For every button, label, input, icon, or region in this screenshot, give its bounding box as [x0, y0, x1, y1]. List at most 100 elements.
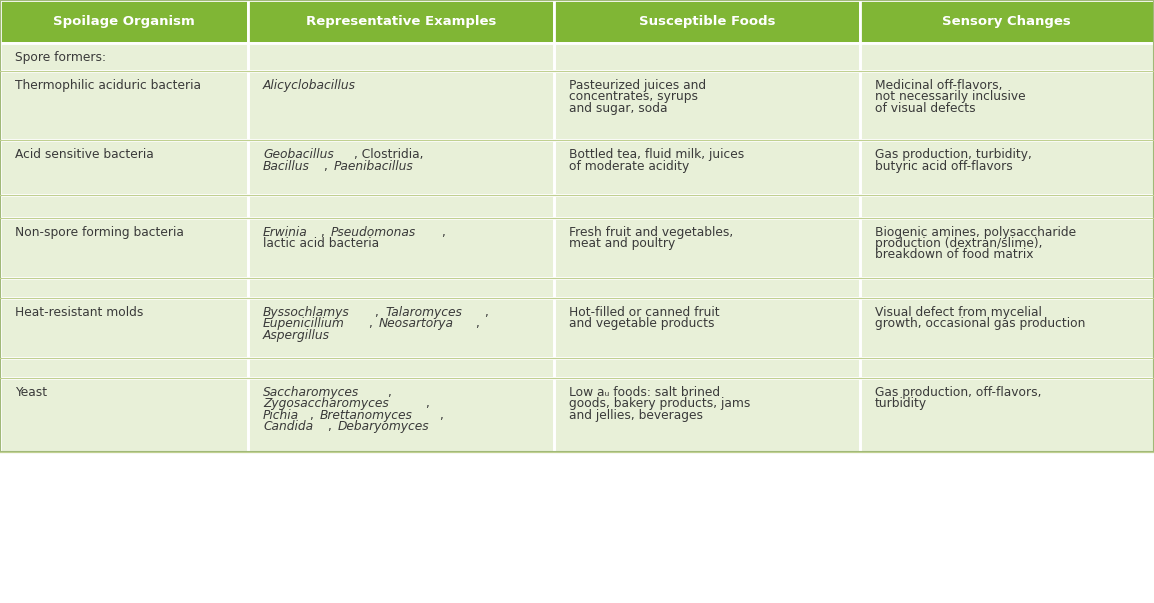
Text: concentrates, syrups: concentrates, syrups [569, 90, 698, 104]
Bar [0, 218, 248, 278]
Bar [860, 43, 1154, 71]
Bar [860, 71, 1154, 140]
Text: Aspergillus: Aspergillus [263, 329, 330, 342]
Text: Pichia: Pichia [263, 409, 299, 422]
Bar [0, 278, 248, 298]
Bar [860, 195, 1154, 218]
Text: goods, bakery products, jams: goods, bakery products, jams [569, 397, 750, 411]
Text: Eupenicillium: Eupenicillium [263, 317, 345, 330]
Bar [248, 140, 554, 195]
Text: Heat-resistant molds: Heat-resistant molds [15, 306, 143, 319]
Text: Hot-filled or canned fruit: Hot-filled or canned fruit [569, 306, 720, 319]
Text: Medicinal off-flavors,: Medicinal off-flavors, [875, 79, 1002, 92]
Bar [554, 358, 860, 378]
Bar [0, 358, 248, 378]
Text: turbidity: turbidity [875, 397, 927, 411]
Text: and jellies, beverages: and jellies, beverages [569, 409, 703, 422]
Text: Debaryomyces: Debaryomyces [338, 420, 429, 434]
Bar [0, 43, 248, 71]
Text: Thermophilic aciduric bacteria: Thermophilic aciduric bacteria [15, 79, 201, 92]
Text: Bacillus: Bacillus [263, 160, 310, 173]
Text: Fresh fruit and vegetables,: Fresh fruit and vegetables, [569, 226, 733, 239]
Bar [0, 298, 1154, 358]
Text: Low aᵤ foods: salt brined: Low aᵤ foods: salt brined [569, 386, 720, 399]
Text: and sugar, soda: and sugar, soda [569, 102, 667, 115]
Text: Zygosaccharomyces: Zygosaccharomyces [263, 397, 389, 411]
Text: ,: , [441, 226, 444, 239]
Text: Gas production, off-flavors,: Gas production, off-flavors, [875, 386, 1041, 399]
Bar [0, 298, 248, 358]
Text: Brettanomyces: Brettanomyces [320, 409, 413, 422]
Bar [860, 298, 1154, 358]
Text: Erwinia: Erwinia [263, 226, 308, 239]
Bar [0, 43, 1154, 71]
Bar [860, 378, 1154, 452]
Bar [0, 140, 248, 195]
Bar [0, 378, 248, 452]
Text: of visual defects: of visual defects [875, 102, 975, 115]
Text: of moderate acidity: of moderate acidity [569, 160, 689, 173]
Text: ,: , [323, 160, 331, 173]
Bar [248, 358, 554, 378]
Bar [860, 0, 1154, 43]
Bar [860, 218, 1154, 278]
Bar [554, 0, 860, 43]
Bar [860, 358, 1154, 378]
Bar [554, 298, 860, 358]
Bar [860, 278, 1154, 298]
Text: Sensory Changes: Sensory Changes [943, 15, 1071, 28]
Bar [554, 218, 860, 278]
Text: Paenibacillus: Paenibacillus [334, 160, 413, 173]
Text: Non-spore forming bacteria: Non-spore forming bacteria [15, 226, 183, 239]
Text: Candida: Candida [263, 420, 313, 434]
Bar [0, 71, 248, 140]
Text: breakdown of food matrix: breakdown of food matrix [875, 248, 1033, 262]
Bar [554, 278, 860, 298]
Text: Saccharomyces: Saccharomyces [263, 386, 359, 399]
Text: ,: , [426, 397, 429, 411]
Bar [248, 43, 554, 71]
Text: growth, occasional gas production: growth, occasional gas production [875, 317, 1085, 330]
Bar [0, 278, 1154, 298]
Text: Pasteurized juices and: Pasteurized juices and [569, 79, 706, 92]
Bar [554, 140, 860, 195]
Bar [0, 218, 1154, 278]
Bar [554, 71, 860, 140]
Text: ,: , [388, 386, 391, 399]
Text: ,: , [309, 409, 317, 422]
Bar [0, 378, 1154, 452]
Text: butyric acid off-flavors: butyric acid off-flavors [875, 160, 1012, 173]
Bar [0, 71, 1154, 140]
Text: Neosartorya: Neosartorya [379, 317, 454, 330]
Bar [248, 71, 554, 140]
Text: Gas production, turbidity,: Gas production, turbidity, [875, 148, 1032, 162]
Text: ,: , [440, 409, 443, 422]
Text: ,: , [368, 317, 376, 330]
Text: Alicyclobacillus: Alicyclobacillus [263, 79, 357, 92]
Text: meat and poultry: meat and poultry [569, 237, 675, 250]
Text: Visual defect from mycelial: Visual defect from mycelial [875, 306, 1042, 319]
Text: Spore formers:: Spore formers: [15, 51, 106, 65]
Bar [0, 195, 1154, 218]
Bar [0, 0, 248, 43]
Bar [0, 0, 1154, 452]
Text: Talaromyces: Talaromyces [385, 306, 462, 319]
Bar [248, 278, 554, 298]
Text: production (dextran/slime),: production (dextran/slime), [875, 237, 1042, 250]
Bar [0, 195, 248, 218]
Text: not necessarily inclusive: not necessarily inclusive [875, 90, 1026, 104]
Text: Acid sensitive bacteria: Acid sensitive bacteria [15, 148, 153, 162]
Text: ,: , [475, 317, 479, 330]
Bar [860, 140, 1154, 195]
Bar [0, 358, 1154, 378]
Text: ,: , [328, 420, 336, 434]
Text: Geobacillus: Geobacillus [263, 148, 334, 162]
Bar [248, 218, 554, 278]
Bar [554, 195, 860, 218]
Bar [248, 195, 554, 218]
Text: and vegetable products: and vegetable products [569, 317, 714, 330]
Text: , Clostridia,: , Clostridia, [354, 148, 424, 162]
Bar [554, 43, 860, 71]
Text: Susceptible Foods: Susceptible Foods [638, 15, 775, 28]
Text: Bottled tea, fluid milk, juices: Bottled tea, fluid milk, juices [569, 148, 744, 162]
